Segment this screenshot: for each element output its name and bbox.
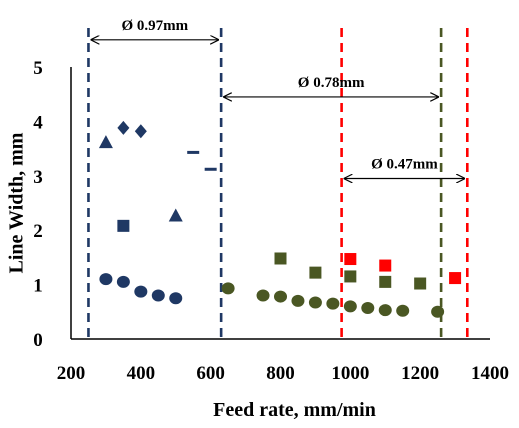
diamond-point bbox=[134, 124, 147, 139]
data-points bbox=[98, 120, 462, 318]
square-point bbox=[344, 270, 357, 283]
circle-point bbox=[221, 282, 235, 295]
square-point bbox=[379, 259, 392, 272]
diameter-annotations: Ø 0.97mm Ø 0.78mm Ø 0.47mm bbox=[91, 18, 464, 179]
y-tick-label: 5 bbox=[33, 58, 43, 79]
y-tick-label: 3 bbox=[33, 167, 43, 188]
y-tick-label: 1 bbox=[33, 276, 43, 297]
vertical-dashed-lines bbox=[87, 28, 469, 339]
diameter-label: Ø 0.78mm bbox=[298, 75, 365, 91]
circle-point bbox=[361, 301, 375, 314]
triangle-point bbox=[98, 135, 113, 149]
circle-point bbox=[396, 304, 410, 317]
diameter-label: Ø 0.47mm bbox=[371, 157, 438, 173]
y-axis-title: Line Width, mm bbox=[6, 132, 28, 273]
y-tick-labels: 0 1 2 3 4 5 bbox=[33, 58, 43, 351]
y-tick-label: 4 bbox=[33, 112, 43, 133]
circle-point bbox=[99, 273, 113, 286]
axes bbox=[70, 67, 490, 340]
x-tick-label: 200 bbox=[57, 363, 86, 384]
circle-point bbox=[151, 289, 165, 302]
y-tick-label: 2 bbox=[33, 221, 43, 242]
square-point bbox=[414, 277, 427, 290]
square-point bbox=[379, 275, 392, 288]
x-tick-label: 800 bbox=[266, 363, 295, 384]
diameter-label: Ø 0.97mm bbox=[121, 18, 188, 34]
circle-point bbox=[274, 290, 287, 303]
square-point bbox=[117, 219, 130, 232]
y-tick-label: 0 bbox=[33, 330, 43, 351]
circle-point bbox=[378, 304, 392, 317]
x-tick-label: 1400 bbox=[471, 363, 509, 384]
x-tick-labels: 200 400 600 800 1000 1200 1400 bbox=[57, 363, 509, 384]
square-point bbox=[449, 272, 462, 285]
x-tick-label: 1200 bbox=[401, 363, 439, 384]
square-point bbox=[344, 253, 357, 266]
circle-point bbox=[116, 275, 130, 288]
dash-point bbox=[187, 150, 200, 154]
dash-point bbox=[204, 167, 217, 171]
square-point bbox=[309, 266, 322, 279]
square-point bbox=[274, 252, 287, 265]
circle-point bbox=[326, 297, 340, 310]
triangle-point bbox=[168, 208, 183, 222]
diamond-point bbox=[117, 120, 130, 135]
circle-point bbox=[343, 300, 357, 313]
circle-point bbox=[169, 292, 183, 305]
circle-point bbox=[308, 296, 322, 309]
x-axis-title: Feed rate, mm/min bbox=[213, 399, 376, 421]
x-tick-label: 600 bbox=[196, 363, 225, 384]
circle-point bbox=[291, 294, 305, 307]
x-tick-label: 400 bbox=[127, 363, 156, 384]
circle-point bbox=[134, 285, 148, 298]
circle-point bbox=[431, 305, 445, 318]
x-tick-label: 1000 bbox=[331, 363, 369, 384]
circle-point bbox=[256, 289, 270, 302]
